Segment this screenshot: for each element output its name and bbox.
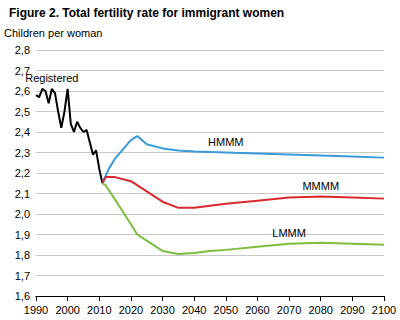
svg-text:2,7: 2,7	[14, 64, 30, 77]
svg-text:1,6: 1,6	[15, 290, 30, 302]
svg-text:2060: 2060	[245, 304, 269, 316]
svg-text:2020: 2020	[119, 304, 143, 316]
svg-text:LMMM: LMMM	[272, 227, 306, 239]
svg-text:2010: 2010	[87, 304, 111, 316]
svg-text:HMMM: HMMM	[208, 136, 243, 148]
svg-text:2,0: 2,0	[15, 208, 30, 220]
svg-text:2050: 2050	[214, 304, 238, 316]
svg-text:2,4: 2,4	[15, 126, 30, 138]
svg-text:2,8: 2,8	[15, 44, 30, 56]
svg-text:2100: 2100	[372, 304, 396, 316]
svg-text:2,6: 2,6	[15, 85, 30, 97]
svg-text:Figure 2. Total fertility rate: Figure 2. Total fertility rate for immig…	[9, 6, 284, 20]
svg-text:2,5: 2,5	[15, 106, 30, 118]
svg-text:2040: 2040	[182, 304, 206, 316]
svg-text:1,8: 1,8	[15, 249, 30, 261]
svg-text:2000: 2000	[55, 304, 79, 316]
svg-text:2070: 2070	[277, 304, 301, 316]
svg-text:2,3: 2,3	[15, 147, 30, 159]
svg-text:2,1: 2,1	[15, 188, 30, 200]
svg-text:Registered: Registered	[25, 72, 78, 84]
svg-text:1,7: 1,7	[15, 270, 30, 282]
svg-text:MMMM: MMMM	[302, 180, 339, 192]
svg-text:2090: 2090	[340, 304, 364, 316]
svg-text:2080: 2080	[308, 304, 332, 316]
svg-text:1,9: 1,9	[15, 229, 30, 241]
svg-text:2030: 2030	[150, 304, 174, 316]
svg-text:2,2: 2,2	[15, 167, 30, 179]
svg-text:1990: 1990	[24, 304, 48, 316]
svg-text:Children per woman: Children per woman	[4, 27, 102, 39]
